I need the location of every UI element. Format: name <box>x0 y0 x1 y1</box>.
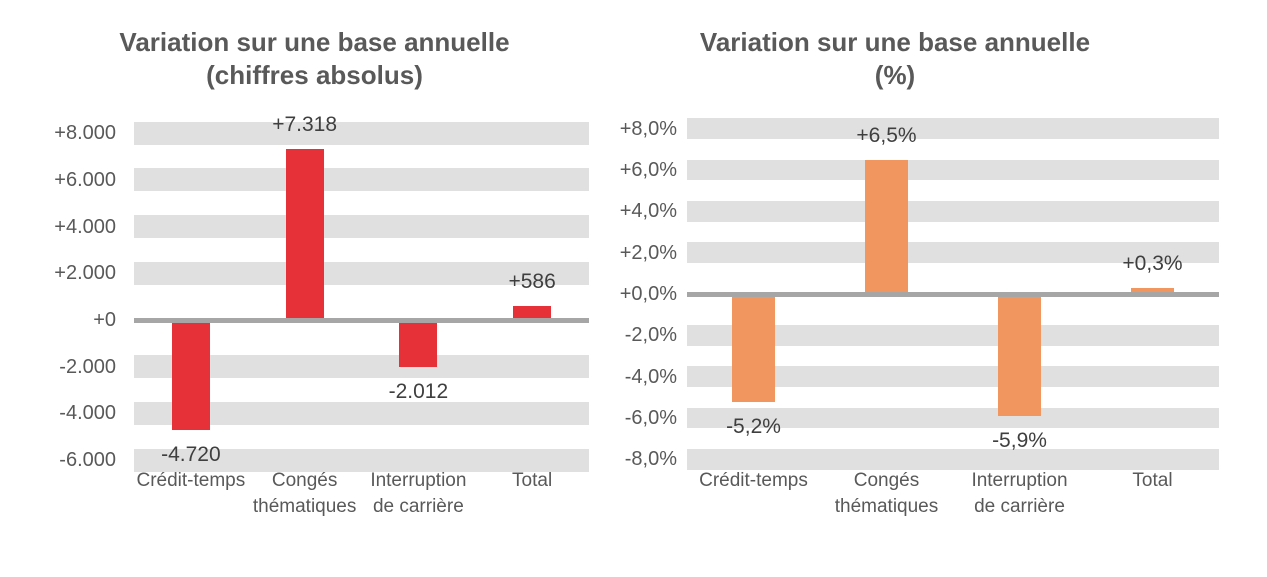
gridline-band <box>134 401 589 425</box>
y-tick-label: -4.000 <box>59 402 116 425</box>
chart-percent-variation: Variation sur une base annuelle (%) +8,0… <box>580 0 1219 577</box>
gridline-band <box>687 118 1219 139</box>
gridline-band <box>134 355 589 379</box>
gridline-band <box>687 201 1219 222</box>
y-tick-label: -4,0% <box>624 365 677 388</box>
bar-value-label: +586 <box>508 270 556 294</box>
bar-4 <box>1131 287 1174 294</box>
bar-value-label: -2.012 <box>388 379 449 403</box>
bar-2 <box>865 159 908 294</box>
plot-area-absolute: +8.000 +6.000 +4.000 +2.000 +0 -2.000 -4.000 -6… <box>54 110 589 517</box>
bar-2 <box>285 149 324 320</box>
chart-title-line2: (chiffres absolus) <box>206 60 423 90</box>
bar-value-label: +7.318 <box>272 113 338 137</box>
bar-value-label: +6,5% <box>856 123 917 147</box>
y-tick-label: +6.000 <box>54 168 116 191</box>
bar-value-label: -5,9% <box>992 428 1047 452</box>
x-category-label: Interruption de carrière <box>971 470 1068 517</box>
x-category-label: Congés thématiques <box>252 470 357 517</box>
y-tick-label: +0 <box>93 309 116 331</box>
chart-title-line2: (%) <box>874 60 916 90</box>
bar-value-label: -4.720 <box>161 443 221 467</box>
y-tick-label: +8.000 <box>54 122 116 145</box>
bar-1 <box>171 320 210 431</box>
gridline-band <box>134 448 589 472</box>
bar-value-label: +0,3% <box>1122 251 1183 275</box>
x-category-label: Total <box>1132 470 1173 491</box>
y-tick-label: +2,0% <box>619 241 677 264</box>
gridline-band <box>687 449 1219 470</box>
y-tick-label: -2.000 <box>59 355 116 378</box>
y-tick-label: +6,0% <box>619 158 677 181</box>
gridline-band <box>134 215 589 239</box>
y-tick-label: -2,0% <box>624 324 677 347</box>
y-tick-label: +8,0% <box>619 117 677 140</box>
bar-3 <box>399 320 438 367</box>
plot-area-percent: +8,0% +6,0% +4,0% +2,0% +0,0% -2,0% -4,0% -6,0%… <box>620 110 1219 517</box>
bar-value-label: -5,2% <box>726 414 781 438</box>
x-category-label: Congés thématiques <box>834 470 939 517</box>
gridline-band <box>687 366 1219 387</box>
y-tick-label: +2.000 <box>54 262 116 285</box>
y-tick-label: -6,0% <box>624 407 677 430</box>
y-tick-label: -8,0% <box>624 448 677 471</box>
gridline-band <box>134 121 589 145</box>
gridline-band <box>687 242 1219 263</box>
bar-4 <box>513 306 552 320</box>
y-tick-label: +4.000 <box>54 215 116 238</box>
chart-title-absolute: Variation sur une base annuelle (chiffre… <box>20 26 609 92</box>
gridline-band <box>134 168 589 192</box>
bar-3 <box>998 294 1041 416</box>
zero-axis-line <box>134 317 589 323</box>
y-tick-label: +0,0% <box>619 283 677 305</box>
chart-title-line1: Variation sur une base annuelle <box>119 27 510 57</box>
y-tick-label: +4,0% <box>619 200 677 223</box>
x-category-label: Interruption de carrière <box>370 470 467 517</box>
x-category-label: Crédit-temps <box>699 470 808 491</box>
gridline-band <box>687 159 1219 181</box>
bar-1 <box>732 294 775 402</box>
x-category-label: Crédit-temps <box>136 470 246 491</box>
x-category-label: Total <box>512 470 553 491</box>
gridline-band <box>687 407 1219 429</box>
gridline-band <box>687 325 1219 346</box>
zero-axis-line <box>687 291 1219 297</box>
chart-title-percent: Variation sur une base annuelle (%) <box>580 26 1210 92</box>
gridline-band <box>134 261 589 285</box>
chart-absolute-variation: Variation sur une base annuelle (chiffre… <box>20 0 609 577</box>
y-tick-label: -6.000 <box>59 449 116 472</box>
chart-title-line1: Variation sur une base annuelle <box>699 27 1091 57</box>
